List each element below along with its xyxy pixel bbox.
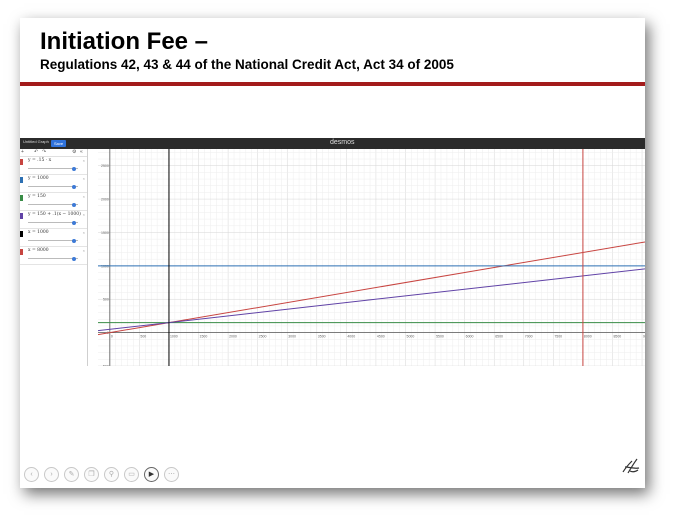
redo-icon[interactable]: ↷ <box>42 149 47 155</box>
x-tick-label: 0 <box>111 335 113 339</box>
slide-subtitle: Regulations 42, 43 & 44 of the National … <box>40 57 454 72</box>
y-tick-label: -500 <box>102 365 109 367</box>
close-icon[interactable]: × <box>82 176 85 181</box>
color-swatch[interactable] <box>20 195 23 201</box>
add-icon[interactable]: + <box>21 149 24 155</box>
settings-icon[interactable]: ⚙ <box>72 149 77 155</box>
expression-text[interactable]: x = 8000 <box>28 248 49 253</box>
expression-row[interactable]: y = .15 · x × <box>20 157 87 175</box>
title-divider <box>20 82 645 86</box>
expression-text[interactable]: y = 150 + .1(x − 1000) <box>28 212 81 217</box>
x-tick-label: 2000 <box>229 335 237 339</box>
expression-row[interactable]: x = 8000 × <box>20 247 87 265</box>
color-swatch[interactable] <box>20 249 23 255</box>
close-icon[interactable]: × <box>82 230 85 235</box>
slider-knob[interactable] <box>72 256 76 261</box>
slider-knob[interactable] <box>72 184 76 189</box>
expression-slider[interactable] <box>28 166 78 171</box>
x-tick-label: 6000 <box>466 335 474 339</box>
close-icon[interactable]: × <box>82 194 85 199</box>
next-icon[interactable]: › <box>44 467 59 482</box>
x-tick-label: 8000 <box>584 335 592 339</box>
close-icon[interactable]: × <box>82 212 85 217</box>
x-tick-label: 3500 <box>318 335 326 339</box>
expression-slider[interactable] <box>28 184 78 189</box>
slide: Initiation Fee – Regulations 42, 43 & 44… <box>20 18 645 488</box>
slider-knob[interactable] <box>72 238 76 243</box>
x-tick-label: 2500 <box>259 335 267 339</box>
close-icon[interactable]: × <box>82 248 85 253</box>
x-tick-label: 8500 <box>613 335 621 339</box>
x-tick-label: 4500 <box>377 335 385 339</box>
x-tick-label: 1000 <box>170 335 178 339</box>
slider-knob[interactable] <box>72 166 76 171</box>
video-icon[interactable]: ▶ <box>144 467 159 482</box>
expression-text[interactable]: x = 1000 <box>28 230 49 235</box>
color-swatch[interactable] <box>20 231 23 237</box>
pen-icon[interactable]: ✎ <box>64 467 79 482</box>
line-0-15x <box>98 241 645 336</box>
slide-title: Initiation Fee – <box>40 28 209 55</box>
save-button[interactable]: Save <box>51 140 66 147</box>
x-tick-label: 7500 <box>554 335 562 339</box>
y-tick-label: 500 <box>103 298 109 302</box>
undo-icon[interactable]: ↶ <box>34 149 39 155</box>
expression-text[interactable]: y = .15 · x <box>28 158 52 163</box>
expression-text[interactable]: y = 150 <box>28 194 46 199</box>
zoom-icon[interactable]: ⚲ <box>104 467 119 482</box>
y-tick-label: 1500 <box>101 231 109 235</box>
desmos-logo: desmos <box>330 139 355 146</box>
expression-row[interactable]: y = 150 × <box>20 193 87 211</box>
more-icon[interactable]: ⋯ <box>164 467 179 482</box>
slider-knob[interactable] <box>72 220 76 225</box>
close-icon[interactable]: × <box>82 158 85 163</box>
collapse-icon[interactable]: « <box>80 149 83 155</box>
y-tick-label: 2000 <box>101 198 109 202</box>
pages-icon[interactable]: ❐ <box>84 467 99 482</box>
expression-text[interactable]: y = 1000 <box>28 176 49 181</box>
x-tick-label: 500 <box>140 335 146 339</box>
x-tick-label: 5500 <box>436 335 444 339</box>
desmos-header: Untitled Graph Save desmos <box>20 138 645 149</box>
x-tick-label: 9000 <box>643 335 645 339</box>
x-tick-label: 7000 <box>525 335 533 339</box>
expression-slider[interactable] <box>28 256 78 261</box>
expression-list: + ↶ ↷ ⚙ « y = .15 · x × y = 1000 × y = 150 × y… <box>20 149 88 366</box>
y-tick-label: 1000 <box>101 264 109 268</box>
color-swatch[interactable] <box>20 213 23 219</box>
expression-toolbar: + ↶ ↷ ⚙ « <box>20 149 87 157</box>
expression-slider[interactable] <box>28 238 78 243</box>
expression-row[interactable]: y = 1000 × <box>20 175 87 193</box>
x-tick-label: 6500 <box>495 335 503 339</box>
graph-title[interactable]: Untitled Graph <box>23 139 49 144</box>
desmos-embed[interactable]: Untitled Graph Save desmos + ↶ ↷ ⚙ « y =… <box>20 138 645 366</box>
signature-logo-icon <box>622 458 640 474</box>
expression-row[interactable]: y = 150 + .1(x − 1000) × <box>20 211 87 229</box>
x-tick-label: 1500 <box>200 335 208 339</box>
x-tick-label: 5000 <box>407 335 415 339</box>
graph-canvas[interactable]: 0 500 1000 1500 2000 2500 3000 3500 4000 4500 5000… <box>98 149 645 366</box>
line-150-plus-0-1 <box>98 268 645 332</box>
expression-row[interactable]: x = 1000 × <box>20 229 87 247</box>
y-tick-label: 2500 <box>101 164 109 168</box>
expression-slider[interactable] <box>28 202 78 207</box>
slides-icon[interactable]: ▭ <box>124 467 139 482</box>
prev-icon[interactable]: ‹ <box>24 467 39 482</box>
slider-knob[interactable] <box>72 202 76 207</box>
x-tick-label: 3000 <box>288 335 296 339</box>
color-swatch[interactable] <box>20 159 23 165</box>
expression-slider[interactable] <box>28 220 78 225</box>
x-tick-label: 4000 <box>347 335 355 339</box>
color-swatch[interactable] <box>20 177 23 183</box>
